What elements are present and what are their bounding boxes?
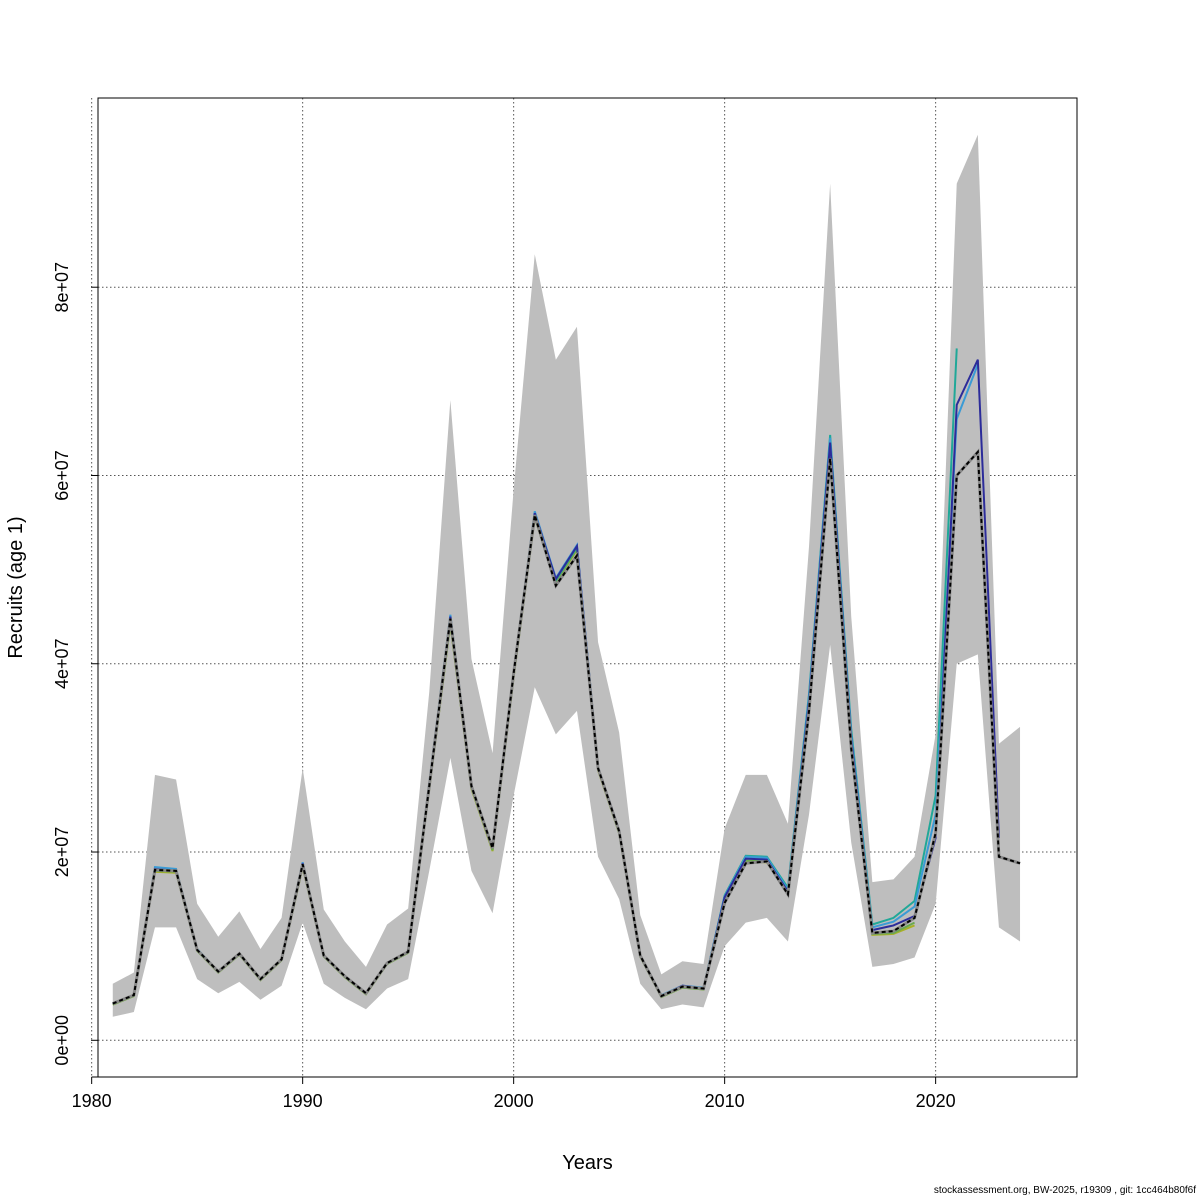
x-tick-label: 2020 [916,1091,956,1111]
y-tick-label: 2e+07 [52,827,72,878]
y-tick-label: 4e+07 [52,638,72,689]
x-axis-title: Years [562,1152,612,1174]
x-tick-label: 2010 [705,1091,745,1111]
footer-credit: stockassessment.org, BW-2025, r19309 , g… [933,1185,1196,1196]
y-tick-label: 8e+07 [52,262,72,313]
x-tick-label: 1980 [72,1091,112,1111]
axes: 1980 1990 2000 2010 2020 0e+00 2e+07 4e+07 6e+07… [52,262,956,1111]
x-tick-label: 1990 [283,1091,323,1111]
y-axis-title: Recruits (age 1) [5,516,27,658]
y-tick-label: 6e+07 [52,450,72,501]
series-lines [112,348,1021,1006]
y-tick-label: 0e+00 [52,1015,72,1066]
series-line-0 [112,449,1021,1005]
x-tick-label: 2000 [494,1091,534,1111]
confidence-band [112,134,1021,1017]
confidence-band-area [112,134,1021,1017]
